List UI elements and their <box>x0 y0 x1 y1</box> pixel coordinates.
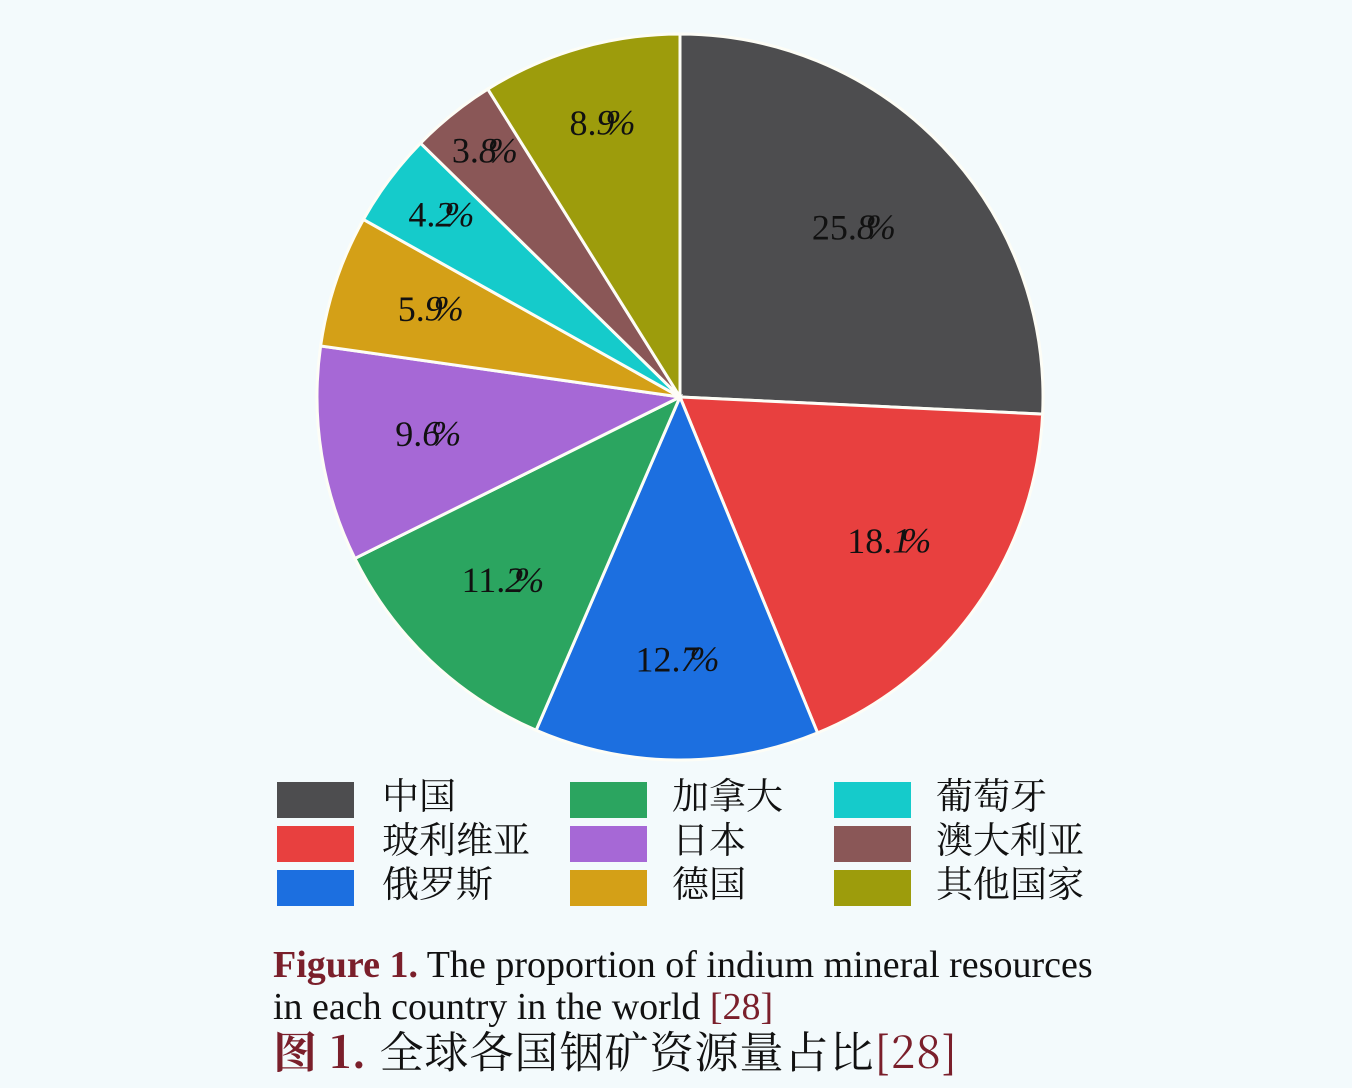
svg-text:8.9%: 8.9% <box>570 103 636 143</box>
svg-text:3.8%: 3.8% <box>452 131 518 171</box>
svg-text:25.8%: 25.8% <box>812 207 896 247</box>
svg-text:4.2%: 4.2% <box>408 195 474 235</box>
svg-text:11.2%: 11.2% <box>462 560 545 600</box>
svg-text:9.6%: 9.6% <box>395 414 461 454</box>
svg-text:18.1%: 18.1% <box>847 521 931 561</box>
svg-text:5.9%: 5.9% <box>398 289 464 329</box>
svg-text:12.7%: 12.7% <box>636 639 720 679</box>
